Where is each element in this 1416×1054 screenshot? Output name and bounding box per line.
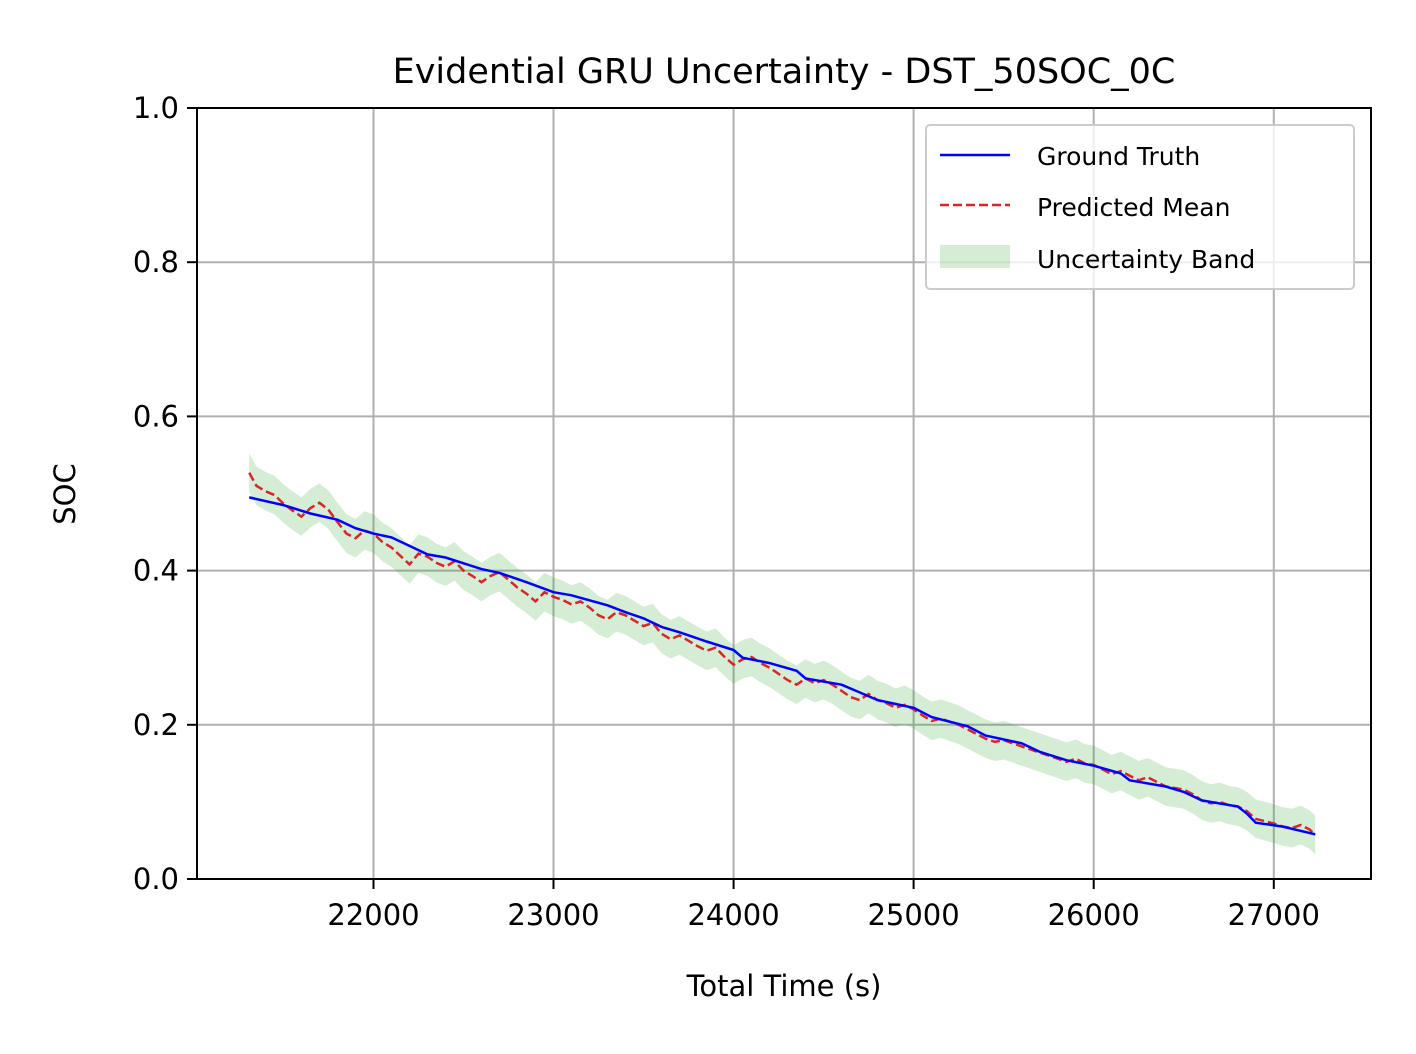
- x-tick-label: 23000: [507, 898, 599, 932]
- x-tick-label: 22000: [327, 898, 419, 932]
- uncertainty-band-area: [249, 453, 1316, 855]
- legend-predicted-mean-label: Predicted Mean: [1037, 193, 1230, 222]
- y-tick-label: 0.6: [133, 399, 179, 433]
- predicted-mean-line: [248, 472, 1317, 836]
- legend: Ground Truth Predicted Mean Uncertainty …: [925, 124, 1355, 290]
- y-axis-label: SOC: [48, 463, 82, 524]
- x-tick-label: 24000: [687, 898, 779, 932]
- chart-title: Evidential GRU Uncertainty - DST_50SOC_0…: [393, 52, 1176, 92]
- x-axis-label: Total Time (s): [686, 969, 882, 1003]
- x-tick-label: 25000: [867, 898, 959, 932]
- y-axis-ticks: 0.0 0.2 0.4 0.6 0.8 1.0: [133, 91, 197, 896]
- y-tick-label: 0.2: [133, 708, 179, 742]
- y-tick-label: 1.0: [133, 91, 179, 125]
- x-tick-label: 27000: [1228, 898, 1320, 932]
- plot-content: [248, 453, 1317, 855]
- plot-frame: [196, 107, 1372, 880]
- x-tick-label: 26000: [1048, 898, 1140, 932]
- legend-ground-truth-label: Ground Truth: [1037, 142, 1200, 171]
- legend-uncertainty-band-swatch: [940, 245, 1010, 268]
- y-tick-label: 0.0: [133, 862, 179, 896]
- legend-uncertainty-band-label: Uncertainty Band: [1037, 245, 1255, 274]
- y-tick-label: 0.8: [133, 245, 179, 279]
- ground-truth-line: [248, 496, 1316, 836]
- x-axis-ticks: 22000 23000 24000 25000 26000 27000: [327, 879, 1320, 932]
- legend-box: [925, 124, 1355, 290]
- y-tick-label: 0.4: [133, 554, 179, 588]
